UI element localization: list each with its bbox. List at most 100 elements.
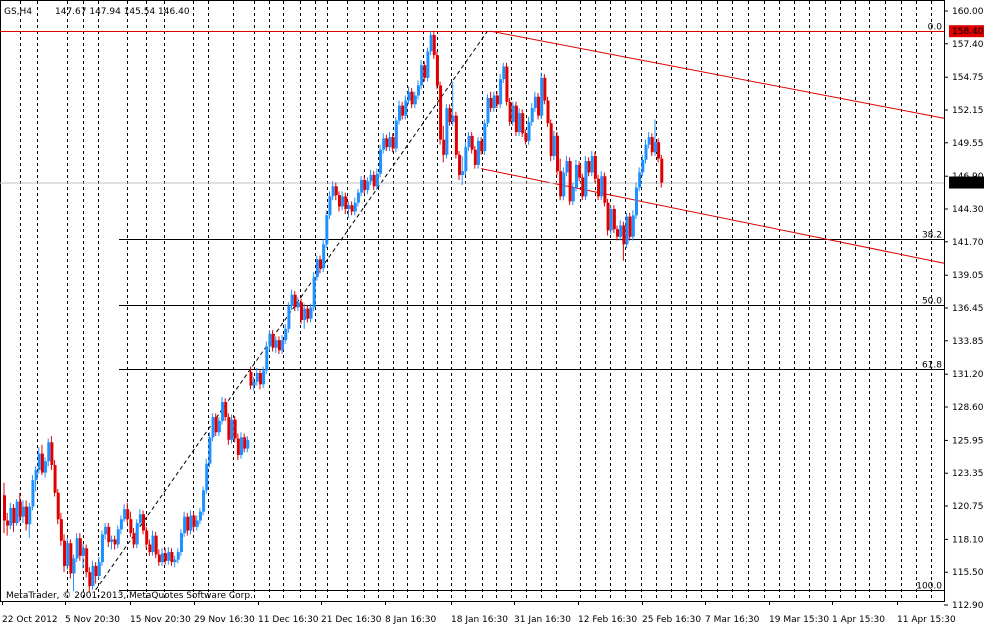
candle-body <box>262 370 266 385</box>
candle-body <box>423 65 427 78</box>
grid-layer <box>20 1 932 601</box>
candle-body <box>445 108 449 155</box>
candle-body <box>306 308 310 319</box>
candle-body <box>356 192 360 203</box>
candle-body <box>543 77 547 101</box>
y-tick-label: 125.95 <box>952 436 984 446</box>
candle-body <box>432 34 436 56</box>
candle-body <box>3 495 6 521</box>
candle-body <box>581 177 585 197</box>
candle-body <box>350 205 354 212</box>
candle-body <box>467 135 471 148</box>
candle-body <box>527 121 531 141</box>
fibo-level-label: 100.0 <box>916 582 942 592</box>
candle-body <box>224 401 228 418</box>
candle-body <box>113 539 117 545</box>
y-tick-label: 120.75 <box>952 502 984 512</box>
candle-body <box>562 172 566 197</box>
candle-body <box>107 526 111 542</box>
candle-body <box>258 372 262 385</box>
fibo-level-label: 0.0 <box>928 23 943 33</box>
candle-body <box>31 480 35 507</box>
candle-body <box>277 340 281 351</box>
candle-body <box>303 308 307 320</box>
candle-body <box>612 209 616 230</box>
candle-body <box>123 509 127 520</box>
candle-body <box>240 437 243 455</box>
candle-body <box>360 179 364 193</box>
candle-body <box>40 453 44 473</box>
candle-body <box>132 533 136 545</box>
candle-body <box>148 544 152 553</box>
candle-body <box>293 294 297 308</box>
candle-body <box>375 173 379 187</box>
candle-body <box>173 559 177 563</box>
candle-body <box>138 514 142 524</box>
candle-body <box>574 164 578 188</box>
candle-body <box>91 565 95 587</box>
x-tick-label: 19 Mar 15:30 <box>769 615 829 625</box>
candle-body <box>609 209 613 231</box>
y-tick-label: 112.90 <box>952 601 984 611</box>
candle-body <box>473 149 477 165</box>
candle-body <box>404 100 408 116</box>
y-tick-label: 128.60 <box>952 403 984 413</box>
fibo-level-label: 61.8 <box>922 361 942 371</box>
y-tick-label: 160.00 <box>952 7 984 17</box>
candle-body <box>186 516 190 531</box>
candle-body <box>37 453 41 471</box>
fibo-level-label: 50.0 <box>922 297 942 307</box>
y-tick-label: 152.15 <box>952 106 984 116</box>
candle-body <box>56 492 60 520</box>
plot-frame <box>0 0 945 602</box>
x-tick-label: 29 Nov 16:30 <box>194 615 255 625</box>
candle-body <box>546 100 550 124</box>
candle-body <box>625 216 629 245</box>
candle-body <box>448 108 452 122</box>
candle-body <box>88 572 92 587</box>
y-tick-label: 144.30 <box>952 205 984 215</box>
high-price-tag-label: 158.40 <box>952 27 984 37</box>
last-price-tag-label: 146.40 <box>952 179 984 189</box>
candle-body <box>331 186 335 197</box>
candle-body <box>192 515 196 527</box>
y-tick-label: 118.10 <box>952 535 984 545</box>
candle-body <box>129 519 133 534</box>
last-price-tag <box>949 176 984 189</box>
candle-body <box>119 519 123 530</box>
candle-layer <box>3 31 664 593</box>
candle-body <box>9 507 13 526</box>
x-tick-label: 1 Apr 15:30 <box>832 615 885 625</box>
candle-body <box>154 535 158 555</box>
candle-body <box>116 529 120 545</box>
fibo-trend-line <box>95 30 488 591</box>
candle-body <box>552 135 556 157</box>
candle-body <box>391 137 395 149</box>
candle-body <box>628 216 632 237</box>
x-tick-label: 25 Feb 16:30 <box>642 615 701 625</box>
candle-body <box>571 187 575 202</box>
candle-body <box>439 85 443 140</box>
candle-body <box>179 533 183 553</box>
candle-body <box>252 381 256 386</box>
candle-body <box>246 439 250 449</box>
candle-body <box>394 120 398 149</box>
candle-body <box>75 538 79 559</box>
x-tick-label: 11 Dec 16:30 <box>258 615 319 625</box>
candle-body <box>619 225 623 237</box>
candle-body <box>508 101 512 122</box>
candle-body <box>15 501 19 524</box>
candle-body <box>300 302 304 320</box>
candle-body <box>47 442 51 462</box>
candle-body <box>274 340 278 348</box>
candle-body <box>157 554 161 563</box>
channel-lower-line <box>481 168 945 264</box>
candle-body <box>388 137 392 148</box>
candle-body <box>28 506 32 525</box>
candle-body <box>653 142 657 153</box>
candle-body <box>217 420 221 433</box>
candle-body <box>568 161 572 202</box>
candle-body <box>145 530 149 545</box>
